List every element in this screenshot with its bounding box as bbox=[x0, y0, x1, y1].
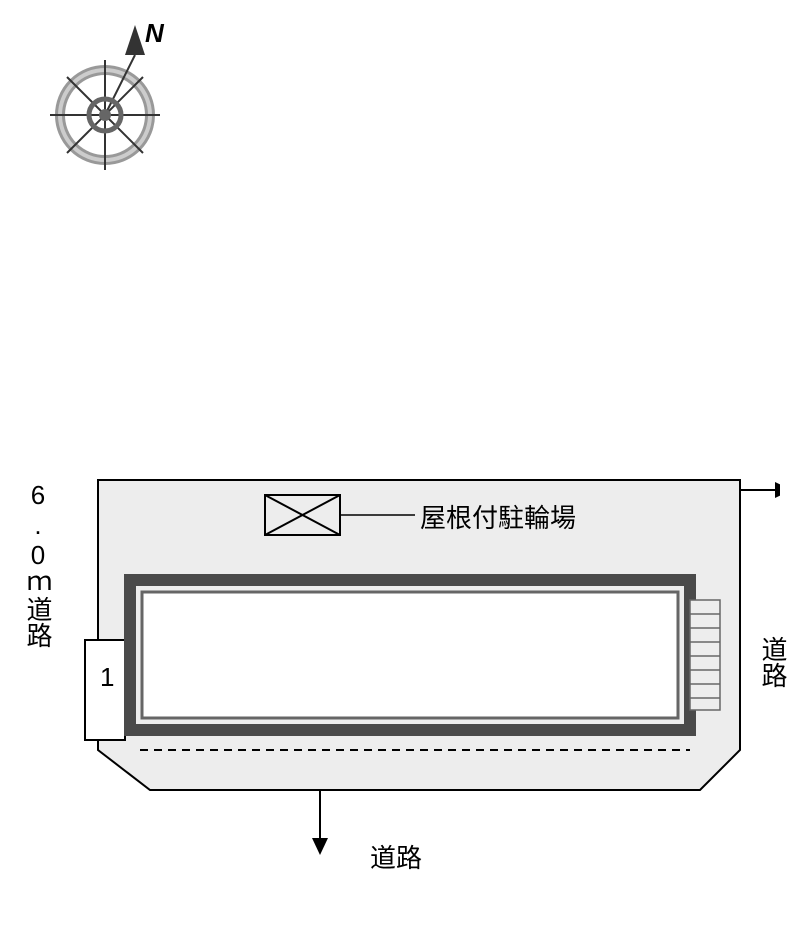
road-left-label: 6.0ｍ道路 bbox=[20, 480, 57, 648]
compass-north-arrow bbox=[125, 25, 145, 55]
road-right-label: 道路 bbox=[755, 636, 792, 688]
unit-1-label: 1 bbox=[100, 662, 114, 693]
compass: N bbox=[40, 20, 180, 185]
parking-label: 屋根付駐輪場 bbox=[420, 498, 576, 535]
compass-center-dot bbox=[99, 109, 111, 121]
arrow-right bbox=[740, 482, 780, 498]
compass-n: N bbox=[145, 20, 165, 48]
site-plan bbox=[20, 460, 780, 860]
arrow-down bbox=[312, 790, 328, 855]
road-bottom-label: 道路 bbox=[370, 838, 422, 875]
building-inner bbox=[142, 592, 678, 718]
stairs bbox=[690, 600, 720, 710]
